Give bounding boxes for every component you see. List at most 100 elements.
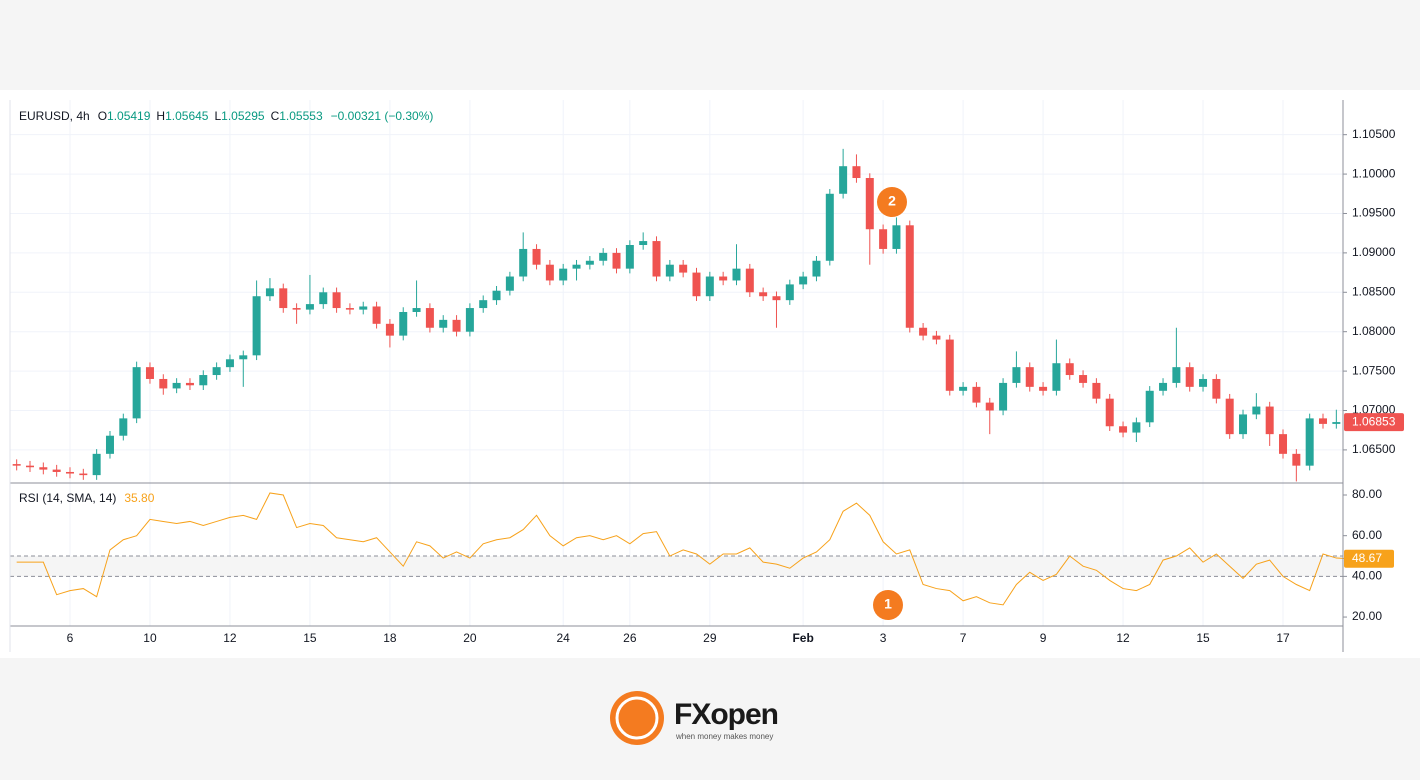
candle-body — [519, 248, 528, 277]
x-tick-label: 6 — [67, 631, 74, 645]
candle-body — [639, 241, 648, 246]
rsi-title: RSI (14, SMA, 14) — [19, 491, 116, 505]
candle-body — [759, 292, 768, 297]
candle-body — [412, 308, 421, 312]
candle-body — [879, 229, 888, 249]
x-tick-label: 15 — [1196, 631, 1210, 645]
candle-body — [665, 264, 674, 277]
candle-body — [79, 473, 88, 476]
plot — [10, 148, 1350, 606]
x-tick-label: 10 — [143, 631, 157, 645]
x-tick-label: Feb — [792, 631, 813, 645]
x-tick-label: 12 — [223, 631, 237, 645]
x-tick-label: 3 — [880, 631, 887, 645]
logo-emblem-ring — [615, 696, 659, 740]
candle-body — [105, 435, 114, 454]
candle-body — [1319, 418, 1328, 424]
candle-body — [892, 225, 901, 249]
candle-body — [212, 367, 221, 376]
candle-body — [25, 465, 34, 468]
candle-body — [1239, 414, 1248, 435]
candle-body — [679, 264, 688, 273]
candle-body — [719, 276, 728, 281]
candle-body — [439, 319, 448, 328]
candle-body — [692, 272, 701, 297]
candle-body — [1119, 426, 1128, 433]
candle-body — [1159, 382, 1168, 391]
candle-body — [172, 382, 181, 389]
candle-body — [1332, 422, 1341, 424]
x-tick-label: 9 — [1040, 631, 1047, 645]
y-tick-label: 40.00 — [1352, 569, 1382, 583]
candle-body — [825, 193, 834, 261]
candle-body — [772, 296, 781, 301]
x-tick-label: 24 — [557, 631, 571, 645]
y-tick-label: 1.10000 — [1352, 166, 1396, 180]
candle-body — [345, 308, 354, 310]
candle-body — [865, 178, 874, 230]
x-tick-label: 17 — [1276, 631, 1290, 645]
candle-body — [492, 290, 501, 301]
candle-body — [612, 252, 621, 269]
y-tick-label: 1.09000 — [1352, 245, 1396, 259]
candle-body — [1092, 382, 1101, 399]
candle-body — [145, 367, 154, 379]
candle-body — [319, 292, 328, 305]
annotation-2: 2 — [877, 187, 907, 217]
candle-body — [572, 264, 581, 269]
candle-body — [452, 319, 461, 332]
x-tick-label: 7 — [960, 631, 967, 645]
candle-body — [799, 276, 808, 285]
ohlc-header: EURUSD, 4h O1.05419 H1.05645 L1.05295 C1.055… — [19, 109, 433, 123]
y-tick-label: 1.08500 — [1352, 284, 1396, 298]
ohlc-value: 1.05645 — [165, 109, 209, 123]
brand-name: FXopen — [674, 698, 778, 731]
candle-body — [972, 386, 981, 403]
candle-body — [52, 469, 61, 472]
ohlc-key: H — [156, 109, 165, 123]
candle-body — [372, 306, 381, 324]
candle-body — [385, 323, 394, 336]
y-tick-label: 1.09500 — [1352, 206, 1396, 220]
candle-body — [65, 471, 74, 474]
x-tick-label: 15 — [303, 631, 317, 645]
rsi-line — [16, 492, 1350, 606]
candle-body — [279, 288, 288, 309]
candle-body — [559, 268, 568, 281]
candle-body — [225, 359, 234, 368]
candle-body — [465, 308, 474, 332]
candle-body — [292, 308, 301, 310]
candle-body — [1279, 434, 1288, 454]
candle-body — [252, 296, 261, 356]
candle-body — [785, 284, 794, 301]
candle-body — [532, 248, 541, 265]
y-tick-label: 1.10500 — [1352, 127, 1396, 141]
rsi-title-value: 35.80 — [124, 491, 154, 505]
annotation-circle — [873, 590, 903, 620]
x-tick-label: 18 — [383, 631, 397, 645]
ohlc-change: −0.00321 (−0.30%) — [331, 109, 434, 123]
y-tick-label: 1.08000 — [1352, 324, 1396, 338]
candle-body — [732, 268, 741, 281]
candle-body — [265, 288, 274, 297]
y-tick-label: 20.00 — [1352, 609, 1382, 623]
ohlc-value: 1.05295 — [221, 109, 265, 123]
candle-body — [1265, 406, 1274, 435]
y-tick-label: 1.07500 — [1352, 363, 1396, 377]
candle-body — [999, 382, 1008, 411]
symbol: EURUSD, 4h — [19, 109, 90, 123]
annotation-1: 1 — [873, 590, 903, 620]
candle-body — [959, 386, 968, 391]
last-price-label: 1.06853 — [1352, 414, 1396, 428]
annotation-label: 1 — [884, 596, 892, 612]
candle-body — [119, 418, 128, 436]
ohlc-value: 1.05419 — [107, 109, 151, 123]
candle-body — [359, 306, 368, 310]
candle-body — [479, 300, 488, 309]
candle-body — [1065, 363, 1074, 376]
candle-body — [305, 304, 314, 310]
candle-body — [919, 327, 928, 336]
candle-body — [1172, 367, 1181, 383]
candle-body — [839, 166, 848, 194]
candle-body — [199, 375, 208, 386]
